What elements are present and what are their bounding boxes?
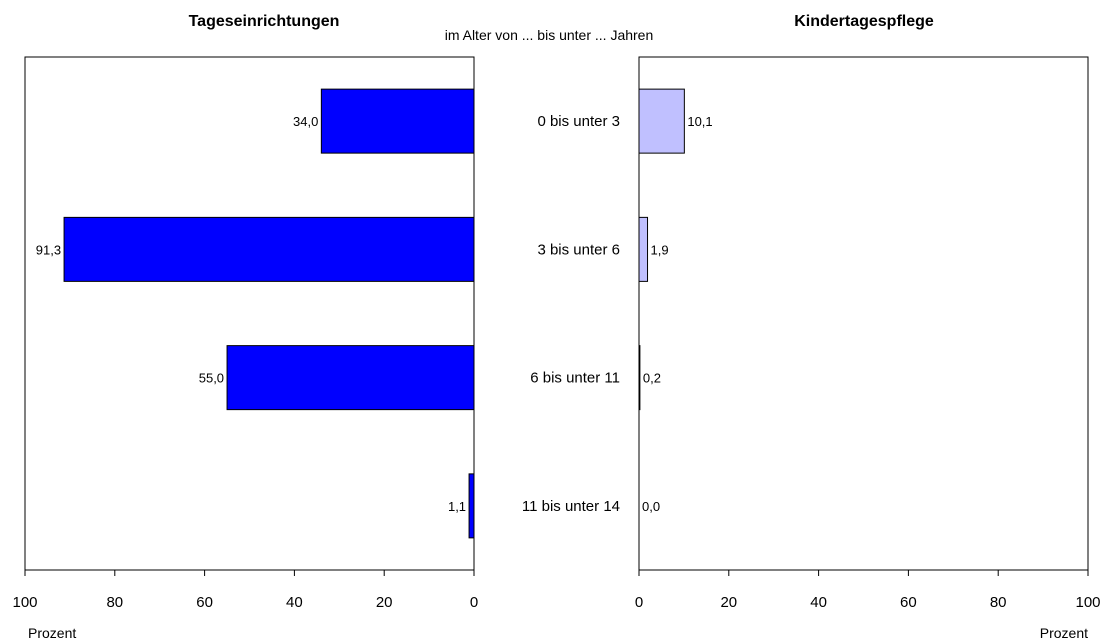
left-value-label: 1,1 bbox=[448, 499, 466, 514]
left-tick-label: 100 bbox=[12, 594, 37, 611]
right-bars: 10,1 1,9 0,2 0,0 bbox=[638, 88, 713, 514]
left-bar bbox=[320, 88, 475, 154]
right-value-label: 10,1 bbox=[687, 114, 712, 129]
left-bar bbox=[468, 473, 475, 539]
right-value-label: 0,0 bbox=[642, 499, 660, 514]
right-tick-label: 100 bbox=[1075, 594, 1100, 611]
category-label: 0 bis unter 3 bbox=[537, 113, 620, 130]
right-tick-label: 80 bbox=[990, 594, 1007, 611]
right-plot-frame bbox=[638, 56, 1089, 571]
left-bars: 34,0 91,3 55,0 1,1 bbox=[36, 88, 475, 539]
category-label: 3 bis unter 6 bbox=[537, 241, 620, 258]
chart-subtitle: im Alter von ... bis unter ... Jahren bbox=[445, 27, 654, 43]
left-tick-label: 20 bbox=[376, 594, 393, 611]
right-tick-label: 60 bbox=[900, 594, 917, 611]
left-tick-label: 60 bbox=[196, 594, 213, 611]
left-x-axis: 100 80 60 40 20 0 bbox=[12, 570, 478, 611]
right-tick-label: 40 bbox=[810, 594, 827, 611]
category-labels: 0 bis unter 3 3 bis unter 6 6 bis unter 11… bbox=[522, 113, 620, 515]
left-bar bbox=[226, 345, 475, 411]
left-tick-label: 0 bbox=[470, 594, 478, 611]
right-bar bbox=[638, 345, 641, 411]
right-tick-label: 20 bbox=[720, 594, 737, 611]
left-bar bbox=[63, 216, 475, 282]
left-value-label: 91,3 bbox=[36, 242, 61, 257]
category-label: 11 bis unter 14 bbox=[522, 498, 620, 515]
right-bar bbox=[638, 216, 649, 282]
right-axis-unit-label: Prozent bbox=[1040, 625, 1088, 641]
right-value-label: 1,9 bbox=[651, 242, 669, 257]
left-tick-label: 80 bbox=[106, 594, 123, 611]
left-tick-label: 40 bbox=[286, 594, 303, 611]
right-tick-label: 0 bbox=[635, 594, 643, 611]
left-value-label: 34,0 bbox=[293, 114, 318, 129]
right-bar bbox=[638, 88, 685, 154]
left-axis-unit-label: Prozent bbox=[28, 625, 76, 641]
category-label: 6 bis unter 11 bbox=[530, 370, 620, 387]
left-value-label: 55,0 bbox=[199, 371, 224, 386]
right-value-label: 0,2 bbox=[643, 371, 661, 386]
left-plot-frame bbox=[24, 56, 475, 571]
right-x-axis: 0 20 40 60 80 100 bbox=[635, 570, 1101, 611]
right-panel-title: Kindertagespflege bbox=[794, 13, 934, 30]
left-panel-title: Tageseinrichtungen bbox=[189, 13, 340, 30]
